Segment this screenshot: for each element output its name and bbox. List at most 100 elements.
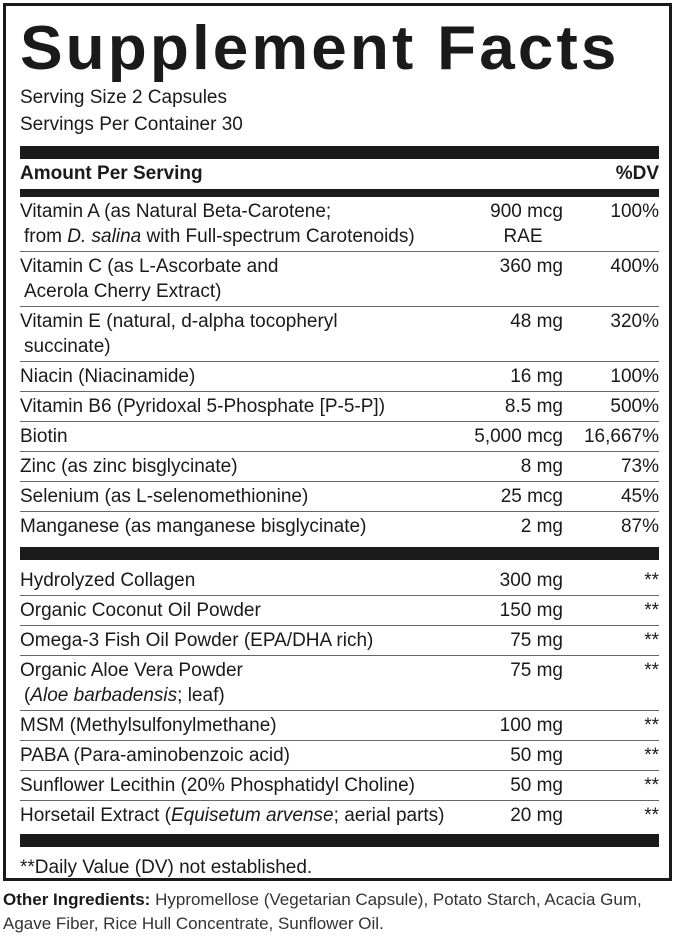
nutrient-dv: ** (644, 745, 659, 766)
nutrient-amount: 360 mg (453, 254, 563, 304)
nutrient-name: MSM (Methylsulfonylmethane) (20, 713, 453, 738)
nutrient-name: Sunflower Lecithin (20% Phosphatidyl Cho… (20, 773, 453, 798)
nutrient-dv: ** (644, 600, 659, 621)
nutrient-amount: 8.5 mg (453, 394, 563, 419)
nutrient-name-text: Organic Aloe Vera Powder (20, 660, 243, 681)
amount-text: 75 mg (510, 630, 563, 651)
table-row: Zinc (as zinc bisglycinate) 8 mg 73% (20, 452, 659, 482)
nutrient-amount: 75 mg (453, 628, 563, 653)
nutrient-name-text: Horsetail Extract ( (20, 805, 171, 826)
nutrient-name-text: Vitamin C (as L-Ascorbate and (20, 256, 279, 277)
nutrient-name-text: Vitamin A (as Natural Beta-Carotene; (20, 201, 332, 222)
nutrient-name: Manganese (as manganese bisglycinate) (20, 514, 453, 539)
nutrient-name-text: Omega-3 Fish Oil Powder (EPA/DHA rich) (20, 630, 374, 651)
nutrient-dv: 87% (620, 516, 659, 537)
nutrient-name-text: Vitamin B6 (Pyridoxal 5-Phosphate [P-5-P… (20, 396, 386, 417)
table-row: Vitamin A (as Natural Beta-Carotene; from… (20, 197, 659, 252)
nutrient-name-text: succinate) (24, 336, 111, 357)
amount-text: 360 mg (499, 256, 563, 277)
nutrient-name: Organic Coconut Oil Powder (20, 598, 453, 623)
vitamins-list: Vitamin A (as Natural Beta-Carotene; from… (20, 197, 659, 541)
nutrient-dv: 500% (610, 396, 659, 417)
amount-text: 2 mg (520, 516, 563, 537)
table-row: PABA (Para-aminobenzoic acid) 50 mg ** (20, 741, 659, 771)
nutrient-name: Organic Aloe Vera Powder (Aloe barbadensi… (20, 658, 453, 708)
panel-title: Supplement Facts (20, 14, 620, 83)
amount-text: 50 mg (510, 745, 563, 766)
table-row: Organic Aloe Vera Powder (Aloe barbadensi… (20, 656, 659, 711)
amount-text: 25 mcg (500, 486, 563, 507)
nutrient-name: Omega-3 Fish Oil Powder (EPA/DHA rich) (20, 628, 453, 653)
nutrient-name-text: MSM (Methylsulfonylmethane) (20, 715, 277, 736)
nutrient-dv: ** (644, 805, 659, 826)
servings-per-container: Servings Per Container 30 (20, 114, 243, 135)
nutrient-dv: 100% (610, 366, 659, 387)
nutrient-name-text: Sunflower Lecithin (20% Phosphatidyl Cho… (20, 775, 416, 796)
nutrient-dv: 73% (620, 456, 659, 477)
table-row: Selenium (as L-selenomethionine) 25 mcg 45… (20, 482, 659, 512)
nutrient-amount: 75 mg (453, 658, 563, 708)
amount-text: 900 mcg (490, 201, 563, 222)
nutrient-dv: ** (644, 660, 659, 681)
table-row: Vitamin C (as L-Ascorbate and Acerola Che… (20, 252, 659, 307)
nutrient-name-text: Hydrolyzed Collagen (20, 570, 196, 591)
nutrient-name-text: Biotin (20, 426, 68, 447)
nutrient-amount: 300 mg (453, 568, 563, 593)
nutrient-name-text: Manganese (as manganese bisglycinate) (20, 516, 367, 537)
nutrient-amount: 20 mg (453, 803, 563, 828)
amount-text: 48 mg (510, 311, 563, 332)
nutrient-name: Zinc (as zinc bisglycinate) (20, 454, 453, 479)
nutrient-amount: 900 mcg RAE (453, 199, 563, 249)
nutrient-name-text: Selenium (as L-selenomethionine) (20, 486, 309, 507)
nutrient-name-text: ; aerial parts) (333, 805, 445, 826)
nutrient-name: Vitamin B6 (Pyridoxal 5-Phosphate [P-5-P… (20, 394, 453, 419)
nutrient-amount: 50 mg (453, 743, 563, 768)
table-row: Horsetail Extract (Equisetum arvense; ae… (20, 801, 659, 830)
nutrient-name-text: ; leaf) (177, 685, 225, 706)
nutrient-name: Biotin (20, 424, 453, 449)
table-row: Hydrolyzed Collagen 300 mg ** (20, 566, 659, 596)
amount-text: 300 mg (499, 570, 563, 591)
nutrient-name: Horsetail Extract (Equisetum arvense; ae… (20, 803, 453, 828)
serving-size: Serving Size 2 Capsules (20, 87, 227, 108)
nutrient-name: Vitamin A (as Natural Beta-Carotene; from… (20, 199, 453, 249)
nutrient-name: PABA (Para-aminobenzoic acid) (20, 743, 453, 768)
divider-medium (20, 189, 659, 197)
nutrient-name-text: from (24, 226, 68, 247)
nutrient-name: Vitamin E (natural, d-alpha tocopheryl su… (20, 309, 453, 359)
nutrient-dv: 16,667% (583, 426, 659, 447)
nutrient-name: Selenium (as L-selenomethionine) (20, 484, 453, 509)
amount-per-serving-label: Amount Per Serving (20, 163, 203, 184)
latin-name: Equisetum arvense (170, 805, 334, 826)
nutrient-amount: 2 mg (453, 514, 563, 539)
nutrient-name-text: Acerola Cherry Extract) (24, 281, 222, 302)
nutrient-amount: 25 mcg (453, 484, 563, 509)
nutrient-dv: ** (644, 570, 659, 591)
table-row: Biotin 5,000 mcg 16,667% (20, 422, 659, 452)
nutrient-name: Niacin (Niacinamide) (20, 364, 453, 389)
latin-name: Aloe barbadensis (30, 685, 178, 706)
nutrient-name-text: with Full-spectrum Carotenoids) (141, 226, 415, 247)
amount-text: 5,000 mcg (474, 426, 563, 447)
table-row: Organic Coconut Oil Powder 150 mg ** (20, 596, 659, 626)
amount-unit: RAE (503, 226, 543, 247)
nutrient-dv: 45% (620, 486, 659, 507)
amount-text: 8 mg (520, 456, 563, 477)
amount-text: 16 mg (510, 366, 563, 387)
nutrient-amount: 5,000 mcg (453, 424, 563, 449)
divider-thick (20, 547, 659, 560)
nutrient-dv: 100% (610, 201, 659, 222)
other-ingredients: Other Ingredients: Hypromellose (Vegetar… (3, 888, 679, 936)
latin-name: D. salina (67, 226, 142, 247)
nutrient-name: Vitamin C (as L-Ascorbate and Acerola Che… (20, 254, 453, 304)
nutrient-amount: 16 mg (453, 364, 563, 389)
nutrient-dv: ** (644, 715, 659, 736)
amount-text: 20 mg (510, 805, 563, 826)
divider-thick (20, 146, 659, 159)
nutrient-dv: ** (644, 630, 659, 651)
nutrient-dv: 400% (610, 256, 659, 277)
nutrient-dv: ** (644, 775, 659, 796)
supplement-facts-panel: Supplement Facts Serving Size 2 Capsules… (3, 3, 672, 881)
nutrient-amount: 100 mg (453, 713, 563, 738)
table-row: Vitamin B6 (Pyridoxal 5-Phosphate [P-5-P… (20, 392, 659, 422)
